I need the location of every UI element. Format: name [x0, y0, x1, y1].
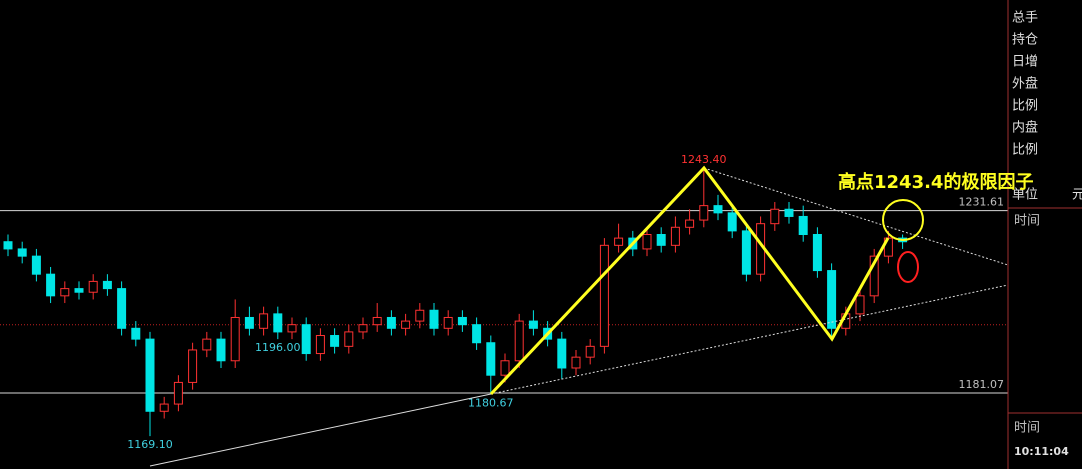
candle-body	[102, 280, 112, 290]
candle-body	[131, 327, 141, 340]
candle-body	[216, 338, 226, 362]
candle-body	[415, 309, 425, 322]
candle-body	[287, 324, 297, 333]
candle-body	[429, 309, 439, 329]
candle-body	[812, 234, 822, 272]
candle-body	[358, 324, 368, 333]
extreme-label: 1243.40	[681, 153, 727, 166]
highlight-ellipse	[897, 251, 919, 283]
candle-body	[88, 280, 98, 293]
candle-body	[770, 208, 780, 225]
candle-body	[145, 338, 155, 412]
candle-body	[173, 381, 183, 405]
candle-body	[117, 288, 127, 329]
panel-label: 总手	[1012, 11, 1038, 26]
panel-label: 内盘	[1012, 120, 1038, 136]
candle-body	[827, 270, 837, 329]
candle-body	[3, 241, 13, 250]
candle-body	[259, 313, 269, 329]
candle-body	[528, 320, 538, 329]
candle-body	[46, 273, 56, 297]
candle-body	[31, 255, 41, 275]
candle-body	[315, 335, 325, 355]
extreme-label: 1169.10	[127, 438, 173, 451]
panel-label: 日增	[1012, 55, 1038, 70]
candle-body	[230, 316, 240, 362]
extreme-label: 1196.00	[255, 341, 301, 354]
candle-body	[500, 360, 510, 376]
candle-body	[699, 205, 709, 221]
candle-body	[798, 215, 808, 235]
candle-body	[386, 316, 396, 329]
candle-body	[514, 320, 524, 362]
candle-body	[656, 234, 666, 246]
unit-value: 元	[1072, 188, 1082, 203]
candle-body	[670, 226, 680, 246]
panel-label: 比例	[1012, 143, 1038, 158]
panel-label: 外盘	[1012, 76, 1038, 92]
candle-body	[727, 212, 737, 232]
level-label: 1231.61	[959, 196, 1005, 209]
highlight-circle	[882, 199, 924, 241]
panel-label: 持仓	[1012, 33, 1038, 48]
clock: 10:11:04	[1014, 445, 1069, 458]
annotation: 高点1243.4的极限因子	[838, 171, 1033, 193]
candle-body	[17, 248, 27, 257]
candle-body	[74, 288, 84, 293]
zigzag-line	[489, 165, 890, 396]
candle-body	[401, 320, 411, 329]
candle-body	[273, 313, 283, 333]
candle-body	[571, 356, 581, 369]
time-label: 时间	[1014, 214, 1040, 229]
panel-label: 比例	[1012, 99, 1038, 114]
candle-body	[855, 295, 865, 315]
candle-body	[188, 349, 198, 383]
candle-body	[244, 316, 254, 329]
candle-body	[372, 316, 382, 326]
candle-body	[159, 403, 169, 412]
unit-label: 单位	[1012, 188, 1038, 203]
candle-body	[60, 288, 70, 297]
candle-body	[330, 335, 340, 347]
trend-line	[149, 393, 492, 467]
candle-body	[741, 230, 751, 275]
trend-line	[490, 284, 1009, 395]
candle-body	[472, 324, 482, 344]
level-label: 1181.07	[959, 378, 1005, 391]
candle-body	[301, 324, 311, 355]
candle-body	[685, 219, 695, 228]
extreme-label: 1180.67	[468, 396, 514, 409]
time-label: 时间	[1014, 421, 1040, 436]
plot-area: 1231.61 1181.07 1243.40 1196.00 1180.67 1169.…	[0, 153, 1008, 451]
candle-body	[784, 208, 794, 217]
candle-body	[457, 316, 467, 326]
candle-body	[585, 345, 595, 358]
candle-body	[202, 338, 212, 351]
candle-body	[614, 237, 624, 246]
candle-body	[344, 331, 354, 347]
candle-body	[642, 234, 652, 250]
candle-body	[713, 205, 723, 214]
candle-body	[486, 342, 496, 376]
trend-line	[703, 167, 1009, 266]
candle-body	[443, 316, 453, 329]
candle-body	[557, 338, 567, 369]
candle-body	[599, 244, 609, 347]
candle-body	[869, 255, 879, 297]
